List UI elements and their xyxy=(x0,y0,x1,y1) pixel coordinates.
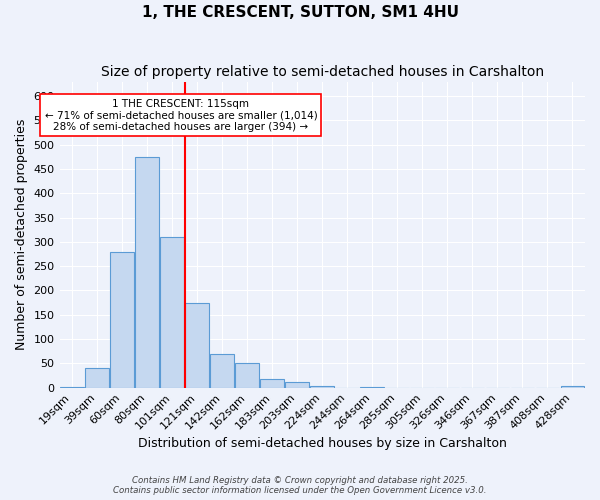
Text: 1 THE CRESCENT: 115sqm
← 71% of semi-detached houses are smaller (1,014)
28% of : 1 THE CRESCENT: 115sqm ← 71% of semi-det… xyxy=(44,98,317,132)
Bar xyxy=(185,302,209,388)
X-axis label: Distribution of semi-detached houses by size in Carshalton: Distribution of semi-detached houses by … xyxy=(138,437,507,450)
Bar xyxy=(160,237,184,388)
Title: Size of property relative to semi-detached houses in Carshalton: Size of property relative to semi-detach… xyxy=(101,65,544,79)
Bar xyxy=(286,382,309,388)
Text: 1, THE CRESCENT, SUTTON, SM1 4HU: 1, THE CRESCENT, SUTTON, SM1 4HU xyxy=(142,5,458,20)
Bar xyxy=(60,386,84,388)
Bar xyxy=(110,252,134,388)
Bar xyxy=(85,368,109,388)
Y-axis label: Number of semi-detached properties: Number of semi-detached properties xyxy=(15,119,28,350)
Bar xyxy=(260,379,284,388)
Bar xyxy=(135,157,159,388)
Bar xyxy=(310,386,334,388)
Bar xyxy=(560,386,584,388)
Bar xyxy=(235,364,259,388)
Text: Contains HM Land Registry data © Crown copyright and database right 2025.
Contai: Contains HM Land Registry data © Crown c… xyxy=(113,476,487,495)
Bar xyxy=(210,354,234,388)
